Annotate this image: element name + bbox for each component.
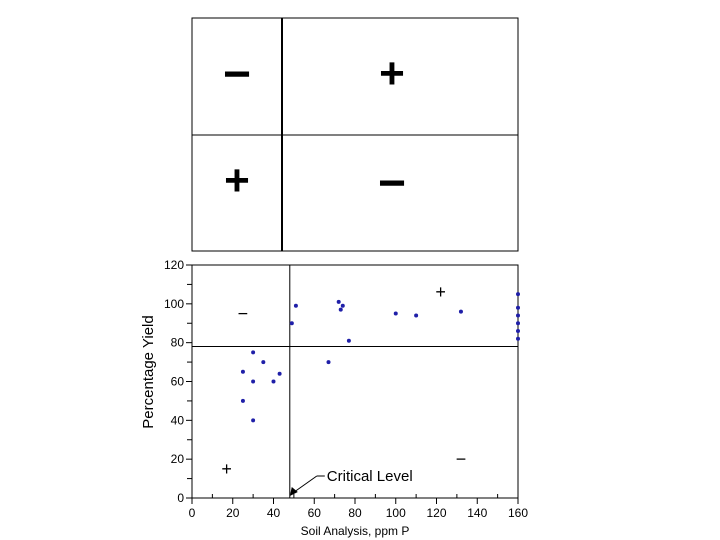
data-point [240,369,245,374]
x-tick-label: 100 [386,506,406,520]
data-point [516,336,520,341]
data-point [516,305,520,310]
data-point [516,321,520,326]
quadrant-panel: − + + − [191,17,519,252]
quadrant-sign-bottom-right: − [378,157,406,210]
data-point [458,309,463,314]
x-axis: 0 20 40 60 80 100 120 140 160 [189,494,528,520]
data-point [326,360,331,365]
y-tick-label: 40 [171,413,185,427]
y-axis-label: Percentage Yield [140,315,157,428]
chart-quadrant-sign: + [435,282,446,302]
data-point [336,299,341,304]
annotation-arrow-head [289,487,298,496]
data-point [251,350,256,355]
y-tick-label: 80 [171,336,185,350]
data-point [293,303,298,308]
data-point [338,307,343,312]
data-point [289,321,294,326]
critical-level-annotation: Critical Level [289,468,413,496]
quadrant-sign-top-left: − [223,48,251,101]
scatter-chart: 0 20 40 60 80 100 120 0 20 40 60 80 100 120 140 160 − +… [140,258,528,538]
chart-quadrant-sign: − [456,449,467,469]
y-tick-label: 100 [164,297,184,311]
data-point [393,311,398,316]
y-axis: 0 20 40 60 80 100 120 [164,258,192,505]
data-point [240,398,245,403]
y-tick-label: 60 [171,375,185,389]
data-point [251,418,256,423]
x-tick-label: 120 [426,506,446,520]
data-point [271,379,276,384]
plot-frame [191,264,519,499]
data-point [516,313,520,318]
quadrant-sign-bottom-left: + [224,156,250,205]
x-axis-label: Soil Analysis, ppm P [301,524,410,538]
chart-quadrant-sign: + [221,459,232,479]
data-point [261,360,266,365]
annotation-text: Critical Level [327,468,413,485]
y-tick-label: 20 [171,452,185,466]
data-points [240,292,520,423]
chart-quadrant-sign: − [238,304,249,324]
data-point [346,338,351,343]
annotation-arrow-line [292,475,318,494]
x-tick-label: 80 [348,506,362,520]
y-tick-label: 120 [164,258,184,272]
x-tick-label: 40 [267,506,281,520]
x-tick-label: 140 [467,506,487,520]
quadrant-sign-top-right: + [379,49,405,98]
chart-quadrant-labels: − + + − [221,282,466,479]
data-point [516,329,520,334]
data-point [414,313,419,318]
data-point [516,292,520,297]
x-tick-label: 160 [508,506,528,520]
data-point [251,379,256,384]
critical-lines [192,265,518,498]
y-tick-label: 0 [177,491,184,505]
data-point [277,371,282,376]
data-point [340,303,345,308]
x-tick-label: 20 [226,506,240,520]
x-tick-label: 0 [189,506,196,520]
x-tick-label: 60 [308,506,322,520]
